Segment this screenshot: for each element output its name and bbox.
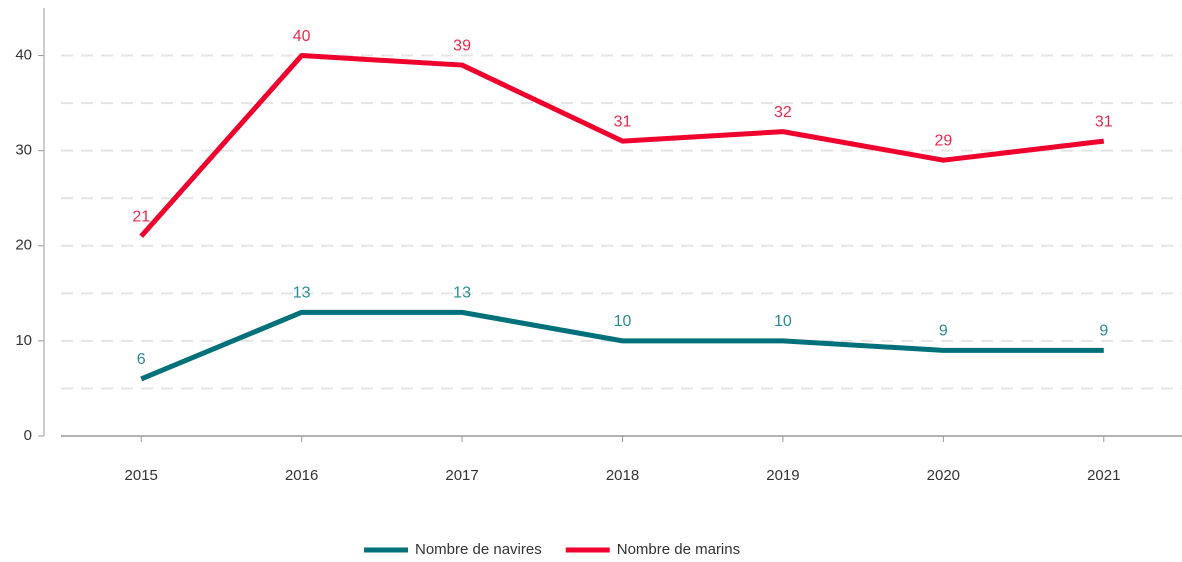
x-tick-label: 2018 bbox=[606, 467, 639, 484]
series-line bbox=[140, 309, 1104, 382]
series-line bbox=[139, 53, 1105, 238]
x-tick-label: 2020 bbox=[927, 467, 960, 484]
y-tick-label: 40 bbox=[15, 47, 32, 64]
legend-label: Nombre de navires bbox=[415, 541, 542, 558]
data-label: 40 bbox=[293, 28, 311, 45]
data-label: 21 bbox=[132, 208, 150, 225]
y-tick-label: 20 bbox=[15, 237, 32, 254]
data-label: 6 bbox=[137, 351, 146, 368]
legend-label: Nombre de marins bbox=[617, 541, 740, 558]
y-tick-label: 0 bbox=[24, 427, 32, 444]
data-label: 13 bbox=[453, 285, 471, 302]
y-tick-label: 10 bbox=[15, 332, 32, 349]
data-label: 29 bbox=[934, 132, 952, 149]
x-tick-label: 2021 bbox=[1087, 467, 1120, 484]
x-tick-label: 2015 bbox=[125, 467, 158, 484]
data-label: 31 bbox=[1095, 113, 1113, 130]
data-label: 31 bbox=[614, 113, 632, 130]
y-tick-label: 30 bbox=[15, 142, 32, 159]
x-tick-label: 2017 bbox=[445, 467, 478, 484]
data-label: 10 bbox=[774, 313, 792, 330]
data-label: 9 bbox=[1099, 323, 1108, 340]
data-label: 9 bbox=[939, 323, 948, 340]
data-label: 13 bbox=[293, 285, 311, 302]
data-label: 10 bbox=[614, 313, 632, 330]
data-label: 39 bbox=[453, 37, 471, 54]
x-tick-label: 2016 bbox=[285, 467, 318, 484]
x-tick-label: 2019 bbox=[766, 467, 799, 484]
data-label: 32 bbox=[774, 104, 792, 121]
